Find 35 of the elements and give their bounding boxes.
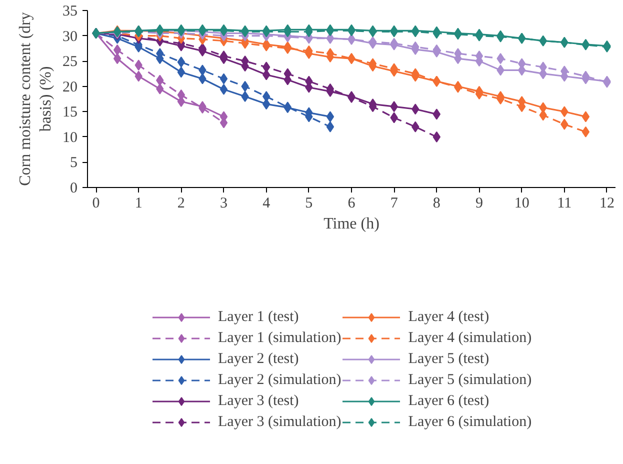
legend-label: Layer 2 (simulation) bbox=[218, 370, 342, 390]
legend-label: Layer 2 (test) bbox=[218, 350, 299, 368]
y-tick-label: 25 bbox=[62, 54, 78, 70]
x-tick-label: 1 bbox=[134, 196, 142, 212]
legend-label: Layer 6 (test) bbox=[408, 392, 490, 410]
x-tick-label: 9 bbox=[475, 196, 483, 212]
x-tick-label: 5 bbox=[305, 196, 313, 212]
y-tick-label: 35 bbox=[62, 4, 78, 20]
legend-label: Layer 5 (test) bbox=[408, 350, 490, 368]
x-tick-label: 12 bbox=[599, 196, 614, 212]
y-tick-label: 30 bbox=[62, 28, 78, 45]
y-tick-label: 15 bbox=[62, 104, 78, 121]
legend-label: Layer 3 (simulation) bbox=[218, 412, 342, 432]
legend-label: Layer 4 (test) bbox=[408, 308, 490, 326]
legend-label: Layer 5 (simulation) bbox=[408, 370, 532, 390]
legend-label: Layer 4 (simulation) bbox=[408, 328, 532, 348]
x-axis-title: Time (h) bbox=[324, 216, 380, 232]
x-tick-label: 10 bbox=[514, 196, 530, 212]
legend-label: Layer 6 (simulation) bbox=[408, 412, 532, 432]
legend-label: Layer 1 (simulation) bbox=[218, 328, 342, 348]
x-tick-label: 2 bbox=[177, 196, 185, 212]
y-tick-label: 0 bbox=[70, 180, 78, 196]
x-tick-label: 6 bbox=[348, 196, 356, 212]
y-axis-title: Corn moisture content (dry basis) (%) bbox=[17, 12, 54, 186]
x-tick-label: 3 bbox=[220, 196, 228, 212]
x-tick-label: 4 bbox=[262, 196, 271, 212]
x-tick-label: 0 bbox=[92, 196, 100, 212]
legend-label: Layer 3 (test) bbox=[218, 392, 299, 410]
y-tick-label: 5 bbox=[70, 155, 78, 172]
y-tick-label: 10 bbox=[62, 130, 78, 146]
x-tick-label: 11 bbox=[557, 196, 572, 212]
y-tick-label: 20 bbox=[62, 79, 78, 96]
x-tick-label: 8 bbox=[432, 196, 440, 212]
legend-label: Layer 1 (test) bbox=[218, 308, 299, 326]
x-tick-label: 7 bbox=[390, 196, 398, 212]
